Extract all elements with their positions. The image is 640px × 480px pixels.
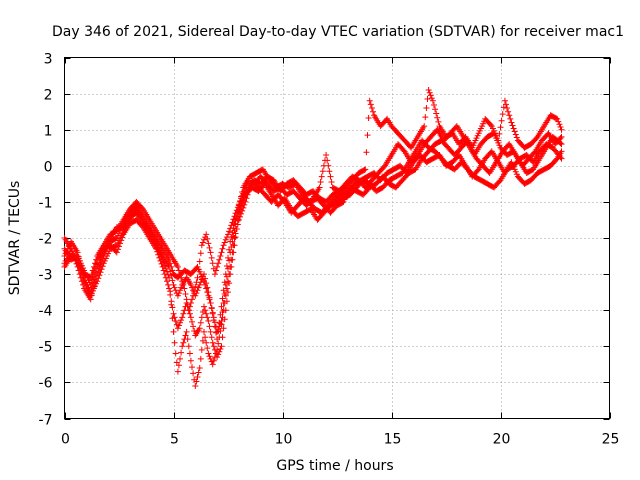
series-track-5	[61, 123, 565, 343]
y-tick-label: -7	[39, 413, 53, 429]
chart-title: Day 346 of 2021, Sidereal Day-to-day VTE…	[52, 24, 624, 40]
data-markers	[61, 87, 565, 389]
y-tick-label: -2	[39, 232, 53, 248]
x-tick-label: 20	[493, 432, 511, 448]
x-tick-label: 25	[602, 432, 620, 448]
y-tick-label: 1	[44, 124, 53, 140]
y-tick-label: -1	[39, 196, 53, 212]
x-tick-label: 15	[384, 432, 402, 448]
y-axis-label: SDTVAR / TECUs	[7, 181, 23, 296]
series-track-1	[61, 148, 565, 335]
y-tick-label: 0	[44, 160, 53, 176]
x-axis-label: GPS time / hours	[276, 458, 393, 474]
x-tick-label: 0	[61, 432, 70, 448]
x-axis-ticks: 0 5 10 15 20 25	[61, 57, 620, 448]
y-tick-label: 2	[44, 88, 53, 104]
series-track-4	[61, 130, 565, 389]
grid-lines	[64, 57, 610, 419]
y-tick-label: -3	[39, 268, 53, 284]
y-axis-ticks: -7 -6 -5 -4 -3 -2 -1 0 1 2 3	[39, 52, 610, 429]
y-tick-label: -5	[39, 340, 53, 356]
y-tick-label: -4	[39, 304, 53, 320]
x-tick-label: 5	[170, 432, 179, 448]
x-tick-label: 10	[275, 432, 293, 448]
y-tick-label: 3	[44, 52, 53, 68]
y-tick-label: -6	[39, 376, 53, 392]
